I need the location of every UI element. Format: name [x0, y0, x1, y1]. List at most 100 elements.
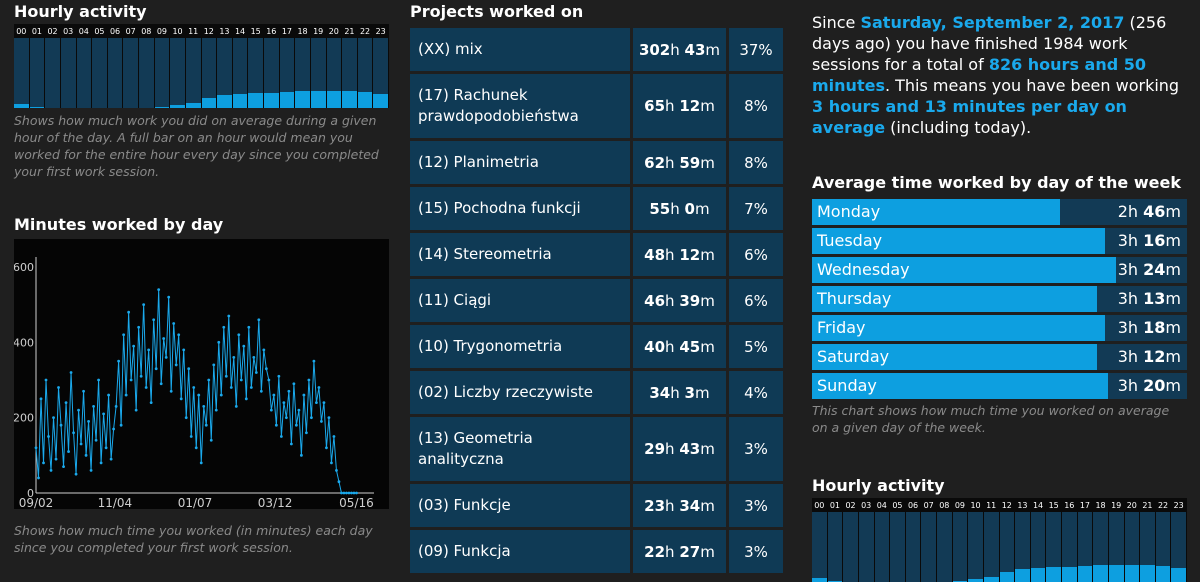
weekday-name: Friday: [817, 315, 866, 341]
summary-start-date: Saturday, September 2, 2017: [860, 13, 1124, 32]
minutes-data-point: [40, 397, 43, 400]
minutes-data-point: [350, 492, 353, 495]
hour-column: 15: [1046, 500, 1061, 582]
weekday-value: 2h 46m: [1118, 199, 1181, 225]
hour-bar: [1000, 512, 1015, 582]
weekday-minutes: 16: [1143, 231, 1165, 250]
weekday-name: Tuesday: [817, 228, 882, 254]
minutes-data-point: [313, 360, 316, 363]
hour-bar: [77, 38, 92, 108]
hour-label: 17: [1078, 500, 1093, 512]
hour-column: 01: [30, 26, 45, 108]
minutes-data-point: [100, 461, 103, 464]
hour-column: 05: [92, 26, 107, 108]
hour-bar: [248, 38, 263, 108]
x-tick-label: 01/07: [178, 496, 213, 509]
hour-bar-fill: [1000, 572, 1015, 582]
project-minutes: 0: [685, 200, 695, 218]
minutes-data-point: [45, 379, 48, 382]
hour-bar: [1093, 512, 1108, 582]
x-tick-label: 03/12: [258, 496, 293, 509]
hour-bar: [1062, 512, 1077, 582]
minutes-data-point: [72, 431, 75, 434]
hour-label: 16: [264, 26, 279, 38]
hour-bar: [812, 512, 827, 582]
hour-label: 20: [327, 26, 342, 38]
project-hours: 302: [639, 41, 670, 59]
weekday-hours: 3: [1118, 318, 1128, 337]
minutes-data-point: [225, 375, 228, 378]
minutes-data-point: [140, 375, 143, 378]
hour-label: 04: [77, 26, 92, 38]
minutes-data-point: [95, 439, 98, 442]
minutes-data-point: [137, 326, 140, 329]
hour-bar: [170, 38, 185, 108]
hour-bar: [155, 38, 170, 108]
hour-bar: [139, 38, 154, 108]
minutes-data-point: [187, 367, 190, 370]
hour-column: 10: [170, 26, 185, 108]
minutes-data-point: [197, 394, 200, 397]
hour-unit: h: [665, 543, 675, 561]
minutes-data-point: [315, 401, 318, 404]
hour-bar: [937, 512, 952, 582]
weekday-value: 3h 18m: [1118, 315, 1181, 341]
projects-title: Projects worked on: [410, 0, 786, 24]
x-tick-label: 11/04: [98, 496, 133, 509]
hour-bar: [953, 512, 968, 582]
minute-unit: m: [1165, 347, 1181, 366]
minutes-data-point: [302, 394, 305, 397]
minutes-data-point: [207, 379, 210, 382]
hour-bar: [373, 38, 388, 108]
hour-label: 00: [812, 500, 827, 512]
minutes-data-point: [305, 431, 308, 434]
weekday-minutes: 20: [1143, 376, 1165, 395]
hour-column: 03: [859, 500, 874, 582]
hour-label: 07: [921, 500, 936, 512]
project-hours: 22: [644, 543, 665, 561]
minutes-data-point: [150, 401, 153, 404]
project-minutes: 43: [679, 440, 700, 458]
hour-label: 02: [45, 26, 60, 38]
minutes-data-point: [270, 409, 273, 412]
hour-column: 16: [264, 26, 279, 108]
hour-bar-fill: [1156, 566, 1171, 582]
hour-bar: [906, 512, 921, 582]
minutes-data-point: [75, 473, 78, 476]
minutes-data-point: [247, 326, 250, 329]
hour-bar-fill: [1125, 565, 1140, 582]
hour-bar: [311, 38, 326, 108]
project-minutes: 39: [679, 292, 700, 310]
minutes-data-point: [285, 416, 288, 419]
minutes-data-point: [182, 348, 185, 351]
minutes-data-point: [287, 390, 290, 393]
hour-unit: h: [665, 497, 675, 515]
minutes-data-point: [297, 409, 300, 412]
weekday-hours: 3: [1118, 289, 1128, 308]
weekday-value: 3h 20m: [1118, 373, 1181, 399]
minutes-data-point: [155, 367, 158, 370]
project-minutes: 34: [679, 497, 700, 515]
minutes-data-point: [47, 435, 50, 438]
hour-bar: [1125, 512, 1140, 582]
hour-unit: h: [670, 200, 680, 218]
hour-label: 18: [1093, 500, 1108, 512]
hour-column: 08: [139, 26, 154, 108]
minute-unit: m: [695, 384, 710, 402]
hour-column: 05: [890, 500, 905, 582]
minutes-data-point: [35, 446, 38, 449]
hour-column: 08: [937, 500, 952, 582]
hour-label: 05: [92, 26, 107, 38]
hour-column: 12: [1000, 500, 1015, 582]
minutes-data-point: [220, 394, 223, 397]
minutes-data-point: [310, 416, 313, 419]
weekday-value: 3h 16m: [1118, 228, 1181, 254]
project-minutes: 12: [679, 246, 700, 264]
minutes-data-point: [192, 386, 195, 389]
